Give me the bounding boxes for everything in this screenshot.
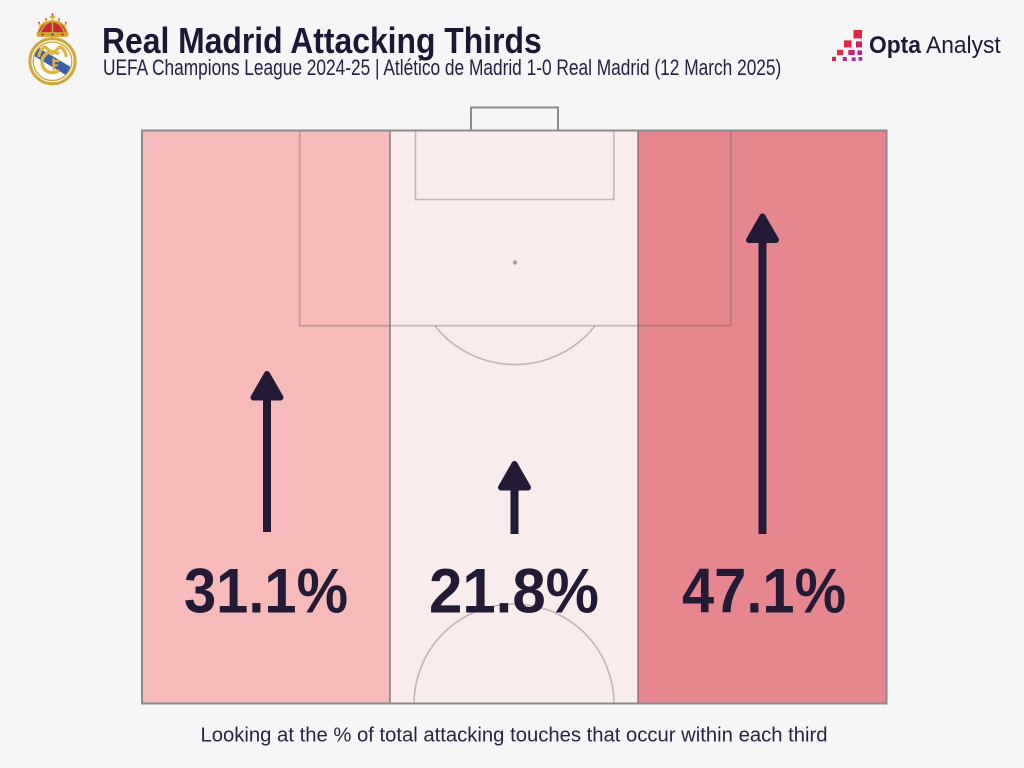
svg-text:31.1%: 31.1%	[184, 557, 348, 627]
svg-text:Looking at the % of total atta: Looking at the % of total attacking touc…	[201, 724, 828, 746]
svg-text:47.1%: 47.1%	[682, 557, 846, 627]
svg-text:21.8%: 21.8%	[429, 557, 599, 627]
